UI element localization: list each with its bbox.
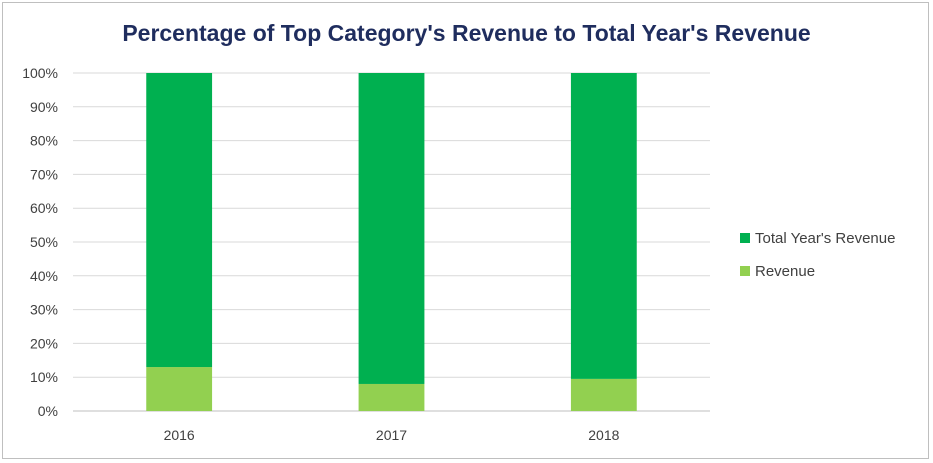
y-tick-label: 100% <box>22 65 58 81</box>
y-tick-label: 10% <box>30 369 58 385</box>
bar-total-year-s-revenue-2018 <box>570 73 637 379</box>
legend-swatch <box>740 266 750 276</box>
x-tick-label: 2018 <box>588 427 619 443</box>
bar-revenue-2017 <box>358 383 425 411</box>
bar-total-year-s-revenue-2017 <box>358 73 425 384</box>
x-tick-label: 2016 <box>164 427 195 443</box>
y-tick-label: 90% <box>30 99 58 115</box>
y-tick-label: 70% <box>30 166 58 182</box>
y-tick-label: 0% <box>38 403 58 419</box>
y-tick-label: 80% <box>30 133 58 149</box>
y-axis-ticks: 0% 10% 20% 30% 40% 50% 60% 70% 80% 90% 100% <box>22 65 58 419</box>
bar-total-year-s-revenue-2016 <box>146 73 213 368</box>
bars <box>146 73 637 411</box>
legend-label: Revenue <box>755 263 815 280</box>
y-tick-label: 20% <box>30 335 58 351</box>
x-axis-ticks: 2016 2017 2018 <box>164 427 620 443</box>
bar-revenue-2018 <box>570 378 637 411</box>
y-tick-label: 30% <box>30 302 58 318</box>
chart-title: Percentage of Top Category's Revenue to … <box>122 20 811 46</box>
bar-revenue-2016 <box>146 367 213 411</box>
legend: Total Year's Revenue Revenue <box>740 230 895 280</box>
legend-label: Total Year's Revenue <box>755 230 895 247</box>
legend-swatch <box>740 233 750 243</box>
x-tick-label: 2017 <box>376 427 407 443</box>
y-tick-label: 50% <box>30 234 58 250</box>
y-tick-label: 60% <box>30 200 58 216</box>
y-tick-label: 40% <box>30 268 58 284</box>
